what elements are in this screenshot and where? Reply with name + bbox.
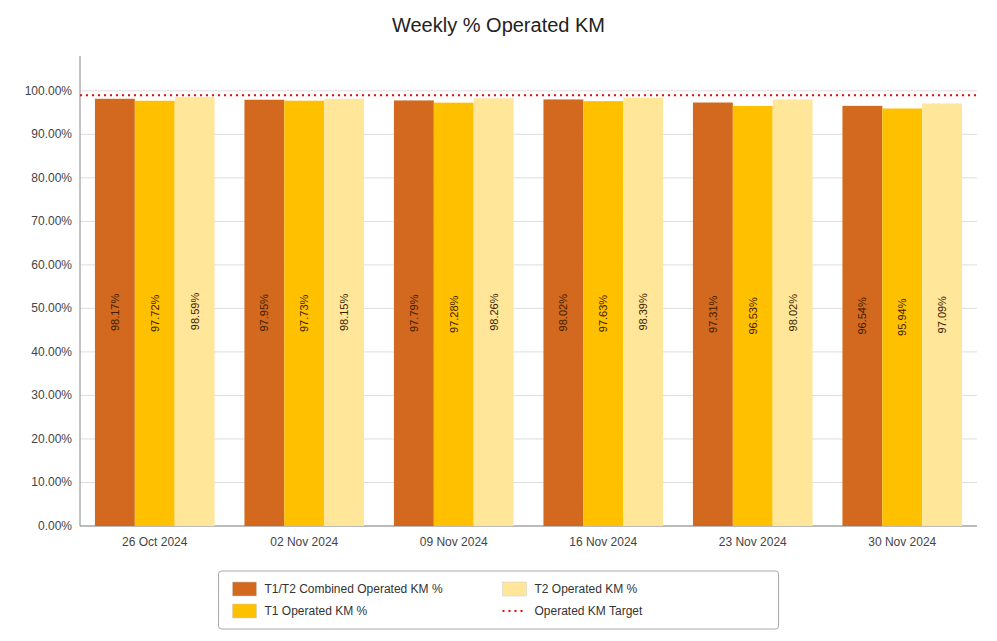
- y-tick-label: 60.00%: [31, 258, 72, 272]
- legend-swatch: [503, 610, 527, 612]
- legend-swatch: [233, 604, 257, 618]
- bar: [693, 103, 733, 526]
- legend-label: T2 Operated KM %: [535, 582, 638, 596]
- y-tick-label: 70.00%: [31, 214, 72, 228]
- data-label: 98.02%: [787, 294, 799, 332]
- data-label: 97.63%: [597, 295, 609, 333]
- y-tick-label: 30.00%: [31, 388, 72, 402]
- x-tick-label: 23 Nov 2024: [719, 535, 787, 549]
- legend: T1/T2 Combined Operated KM % T1 Operated …: [219, 571, 779, 629]
- y-tick-label: 50.00%: [31, 301, 72, 315]
- bar: [773, 99, 813, 526]
- legend-swatch: [233, 582, 257, 596]
- data-label: 98.17%: [109, 294, 121, 332]
- data-label: 98.59%: [189, 293, 201, 331]
- bar: [583, 101, 623, 526]
- y-tick-label: 90.00%: [31, 127, 72, 141]
- data-label: 98.02%: [557, 294, 569, 332]
- grid: [80, 91, 977, 526]
- bar: [244, 100, 284, 526]
- y-tick-label: 80.00%: [31, 171, 72, 185]
- data-label: 97.28%: [448, 295, 460, 333]
- y-tick-label: 0.00%: [38, 519, 72, 533]
- bar: [543, 99, 583, 526]
- data-labels: 98.17% 97.95% 97.79% 98.02% 97.31% 96.54% 97.7…: [109, 293, 948, 336]
- data-label: 98.26%: [488, 293, 500, 331]
- bar: [135, 101, 175, 526]
- bars: [80, 95, 977, 526]
- legend-frame: [219, 571, 779, 629]
- legend-label: T1 Operated KM %: [265, 604, 368, 618]
- bar: [324, 99, 364, 526]
- bar: [733, 106, 773, 526]
- data-label: 96.54%: [856, 297, 868, 335]
- bar: [922, 103, 962, 526]
- x-tick-label: 30 Nov 2024: [868, 535, 936, 549]
- x-tick-label: 02 Nov 2024: [270, 535, 338, 549]
- bar: [842, 106, 882, 526]
- legend-swatch: [503, 582, 527, 596]
- bar: [623, 98, 663, 526]
- y-tick-label: 10.00%: [31, 475, 72, 489]
- y-tick-label: 40.00%: [31, 345, 72, 359]
- title: Weekly % Operated KM: [392, 14, 605, 36]
- bar: [882, 108, 922, 526]
- data-label: 98.39%: [637, 293, 649, 331]
- chart: Weekly % Operated KM 0.00% 10.00% 20.00% 30.…: [0, 0, 997, 641]
- y-axis-line: [80, 56, 81, 526]
- data-label: 98.15%: [338, 294, 350, 332]
- bar: [434, 103, 474, 526]
- bar: [175, 97, 215, 526]
- data-label: 97.09%: [936, 296, 948, 334]
- data-label: 97.31%: [707, 295, 719, 333]
- bar: [474, 98, 514, 526]
- legend-label: T1/T2 Combined Operated KM %: [265, 582, 443, 596]
- data-label: 97.72%: [149, 294, 161, 332]
- x-tick-label: 16 Nov 2024: [569, 535, 637, 549]
- bar: [95, 99, 135, 526]
- x-tick-label: 26 Oct 2024: [122, 535, 188, 549]
- grid-line: [80, 90, 977, 91]
- data-label: 96.53%: [747, 297, 759, 335]
- data-label: 97.95%: [258, 294, 270, 332]
- data-label: 97.79%: [408, 294, 420, 332]
- bar: [394, 100, 434, 526]
- data-label: 97.73%: [298, 294, 310, 332]
- x-tick-label: 09 Nov 2024: [420, 535, 488, 549]
- target-line: [80, 94, 977, 96]
- y-tick-label: 20.00%: [31, 432, 72, 446]
- y-tick-label: 100.00%: [25, 84, 73, 98]
- legend-label: Operated KM Target: [535, 604, 644, 618]
- bar: [284, 101, 324, 526]
- data-label: 95.94%: [896, 298, 908, 336]
